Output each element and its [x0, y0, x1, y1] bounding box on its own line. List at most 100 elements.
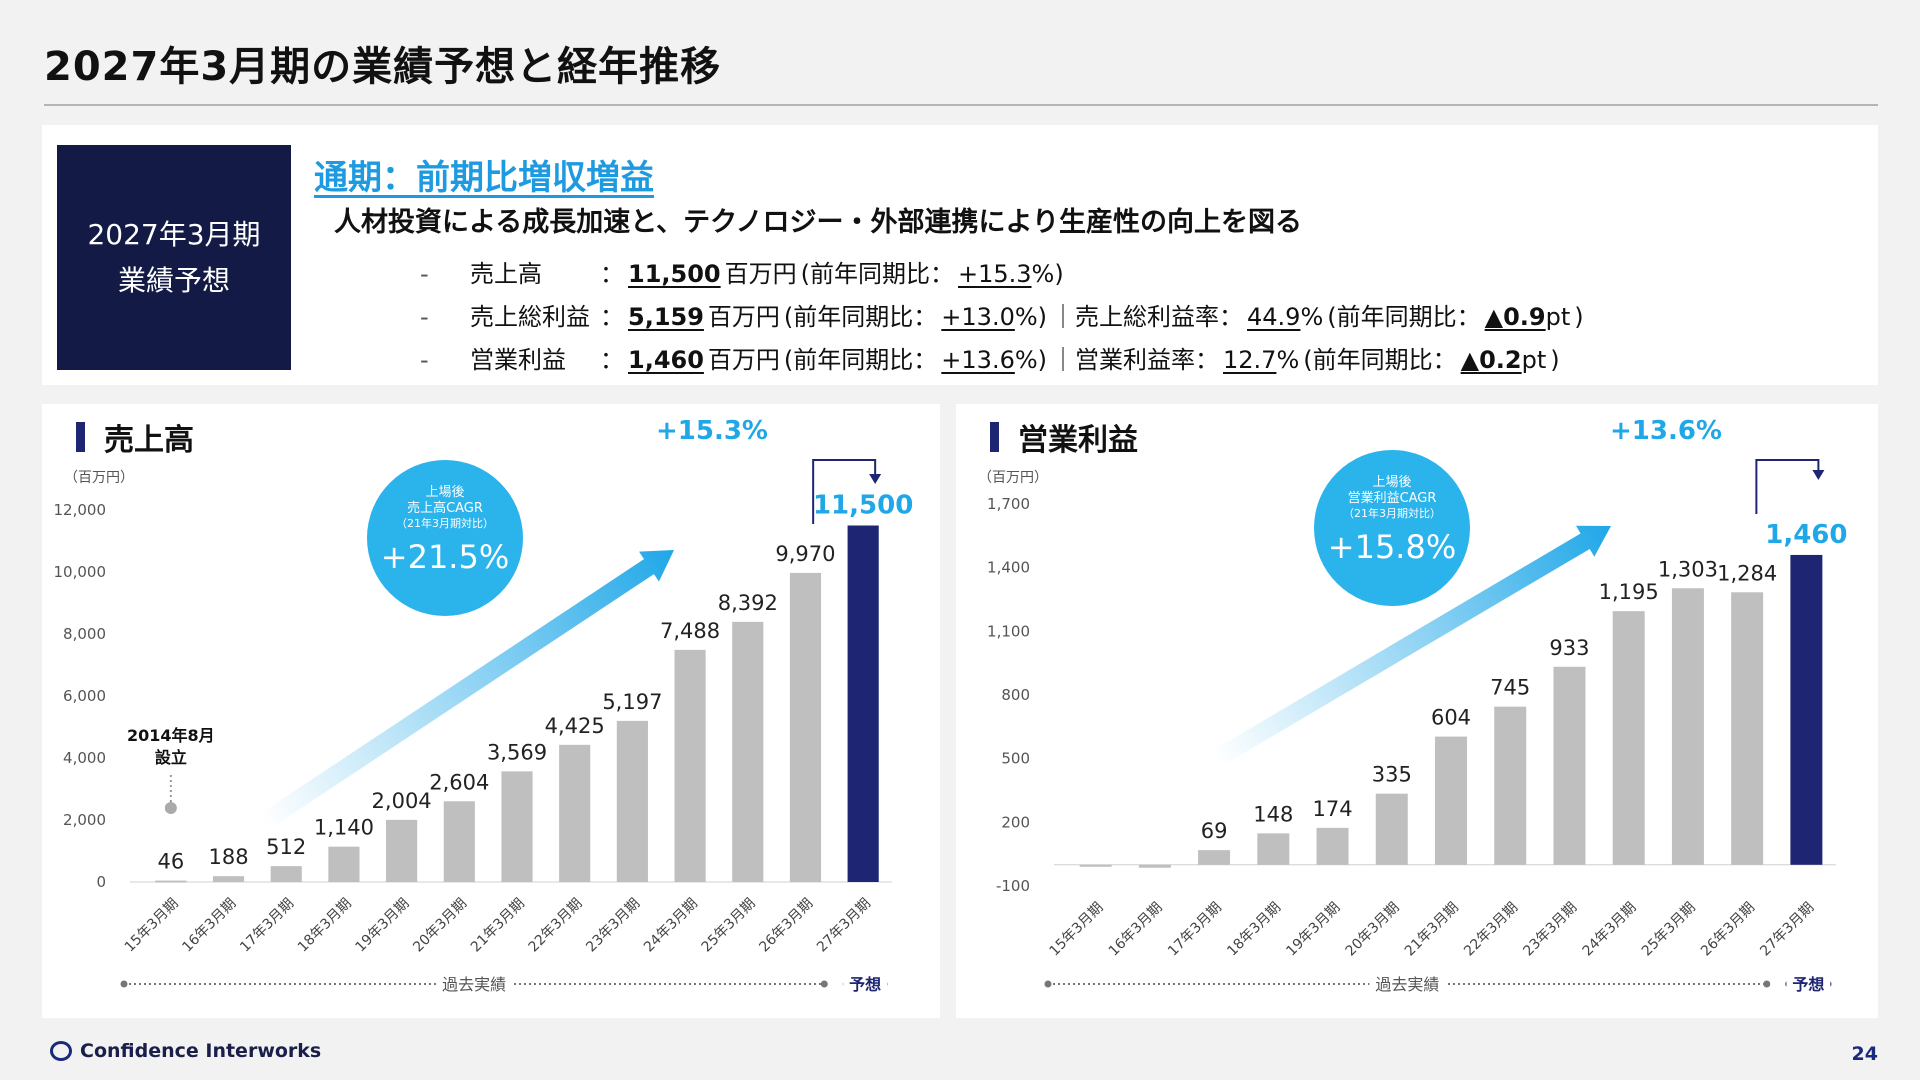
cagr-label-3: （21年3月期対比） — [1343, 506, 1441, 520]
y-tick-label: 500 — [1001, 750, 1030, 768]
y-tick-label: 200 — [1001, 813, 1030, 831]
bar-17年3月期 — [1198, 850, 1231, 865]
kpi-delta-close: ) — [1550, 346, 1560, 374]
chart-title: 売上高 — [104, 423, 194, 458]
sales-chart: 売上高 （百万円） 0 2,000 4,000 6,000 8,000 10,000 12,00… — [54, 416, 913, 996]
growth-bracket-line — [812, 459, 877, 524]
company-name: Confidence Interworks — [80, 1040, 322, 1062]
data-label: 148 — [1253, 802, 1293, 826]
kpi-delta-unit: pt — [1545, 303, 1571, 331]
y-tick-label: 4,000 — [63, 749, 106, 767]
chart-title: 営業利益 — [1018, 423, 1138, 458]
bar-18年3月期 — [1257, 833, 1290, 865]
bar-23年3月期 — [616, 720, 648, 882]
founding-annotation-dot — [164, 802, 177, 814]
cagr-label-2: 営業利益CAGR — [1348, 490, 1437, 506]
data-label: 1,284 — [1717, 561, 1777, 585]
kpi-rate-label: ｜営業利益率： — [1051, 346, 1220, 374]
x-tick-label: 22年3月期 — [1461, 900, 1521, 960]
bar-22年3月期 — [1494, 706, 1527, 865]
x-tick-label: 25年3月期 — [1639, 900, 1699, 960]
data-label: 933 — [1549, 636, 1589, 660]
timeline-forecast-label: 予想 — [849, 975, 881, 994]
kpi-label: 売上総利益 — [470, 303, 590, 331]
bullet-dash: - — [420, 260, 429, 288]
title-divider — [44, 104, 1878, 106]
data-label: 1,140 — [314, 816, 374, 840]
bullet-dash: - — [420, 346, 429, 374]
bar-25年3月期 — [732, 621, 764, 882]
x-tick-label: 21年3月期 — [468, 896, 528, 956]
operating-profit-chart: 営業利益 （百万円） -100 200 500 800 1,100 1,400 1,700 15年… — [978, 416, 1848, 996]
timeline-past-label-bg — [436, 972, 513, 996]
x-tick-label: 26年3月期 — [1698, 900, 1758, 960]
bar-22年3月期 — [559, 744, 591, 882]
data-label: 1,303 — [1658, 557, 1718, 581]
bar-18年3月期 — [328, 846, 360, 882]
data-label: 8,392 — [718, 591, 778, 615]
kpi-row-operating-profit: - 営業利益 ： 1,460 百万円 (前年同期比： +13.6 %) ｜営業利… — [420, 340, 1564, 375]
bar-25年3月期 — [1671, 588, 1704, 865]
kpi-yoy: +13.6 — [941, 346, 1015, 374]
data-label: 174 — [1312, 797, 1352, 821]
kpi-rate-label: ｜売上総利益率： — [1051, 303, 1244, 331]
timeline-past-end-dot — [1763, 980, 1771, 988]
kpi-yoy-close: %) — [1031, 260, 1064, 288]
bullet-dash: - — [420, 303, 429, 331]
kpi-row-gross-profit: - 売上総利益 ： 5,159 百万円 (前年同期比： +13.0 %) ｜売上… — [420, 297, 1588, 332]
sales-chart-panel: 売上高 （百万円） 0 2,000 4,000 6,000 8,000 10,000 12,00… — [42, 404, 940, 1018]
summary-panel — [42, 125, 1878, 385]
timeline-forecast-label-bg — [843, 972, 888, 996]
kpi-unit: 百万円 — [724, 260, 797, 288]
operating-profit-chart-panel: 営業利益 （百万円） -100 200 500 800 1,100 1,400 1,700 15年… — [956, 404, 1878, 1018]
growth-bracket-arrowhead — [869, 474, 882, 484]
timeline-forecast-label: 予想 — [1792, 975, 1824, 994]
bar-20年3月期 — [443, 801, 475, 882]
kpi-yoy-close: %) — [1014, 346, 1048, 374]
x-tick-label: 16年3月期 — [1106, 900, 1166, 960]
kpi-label: 売上高 — [470, 260, 542, 288]
chart-title-marker — [990, 422, 999, 452]
growth-trend-arrow-shape — [259, 549, 674, 830]
bar-19年3月期 — [1316, 827, 1349, 865]
y-axis-unit-label: （百万円） — [978, 470, 1048, 486]
data-label: 604 — [1431, 706, 1471, 730]
bar-27年3月期 — [847, 525, 879, 882]
data-label: 512 — [266, 835, 306, 859]
growth-bracket-arrowhead — [1812, 470, 1825, 480]
growth-trend-arrow — [1211, 525, 1611, 767]
bar-16年3月期 — [1138, 864, 1171, 868]
badge-line-1: 2027年3月期 — [87, 217, 261, 251]
data-label: 46 — [157, 850, 184, 874]
kpi-rate-unit: % — [1276, 346, 1300, 374]
cagr-label-1: 上場後 — [425, 485, 464, 500]
data-label: 1,460 — [1765, 520, 1847, 550]
growth-trend-arrow-shape — [1211, 525, 1611, 767]
kpi-delta-open: (前年同期比： — [1303, 346, 1457, 374]
y-tick-label: 10,000 — [54, 563, 107, 581]
x-tick-label: 15年3月期 — [1047, 900, 1107, 960]
kpi-rate-unit: % — [1300, 303, 1324, 331]
founding-annotation-2: 設立 — [155, 748, 187, 767]
bar-21年3月期 — [501, 771, 533, 882]
kpi-delta: ▲0.9 — [1484, 303, 1546, 331]
x-tick-label: 17年3月期 — [237, 896, 297, 956]
badge-line-2: 業績予想 — [117, 263, 230, 297]
kpi-yoy-close: %) — [1014, 303, 1048, 331]
cagr-label-2: 売上高CAGR — [407, 500, 483, 516]
bar-23年3月期 — [1553, 666, 1586, 865]
x-tick-label: 20年3月期 — [1343, 900, 1403, 960]
summary-subline: 人材投資による成長加速と、テクノロジー・外部連携により生産性の向上を図る — [334, 207, 1302, 238]
timeline-past-label: 過去実績 — [1375, 975, 1439, 994]
kpi-colon: ： — [600, 346, 624, 374]
bar-15年3月期 — [1079, 864, 1112, 867]
page-title: 2027年3月期の業績予想と経年推移 — [44, 44, 722, 90]
x-tick-label: 23年3月期 — [583, 896, 643, 956]
x-tick-label: 16年3月期 — [179, 896, 239, 956]
y-tick-label: 0 — [96, 873, 106, 891]
data-label: 5,197 — [602, 690, 662, 714]
x-tick-label: 27年3月期 — [814, 896, 874, 956]
data-label: 335 — [1372, 763, 1412, 787]
kpi-unit: 百万円 — [707, 303, 780, 331]
kpi-rate: 44.9 — [1247, 303, 1301, 331]
